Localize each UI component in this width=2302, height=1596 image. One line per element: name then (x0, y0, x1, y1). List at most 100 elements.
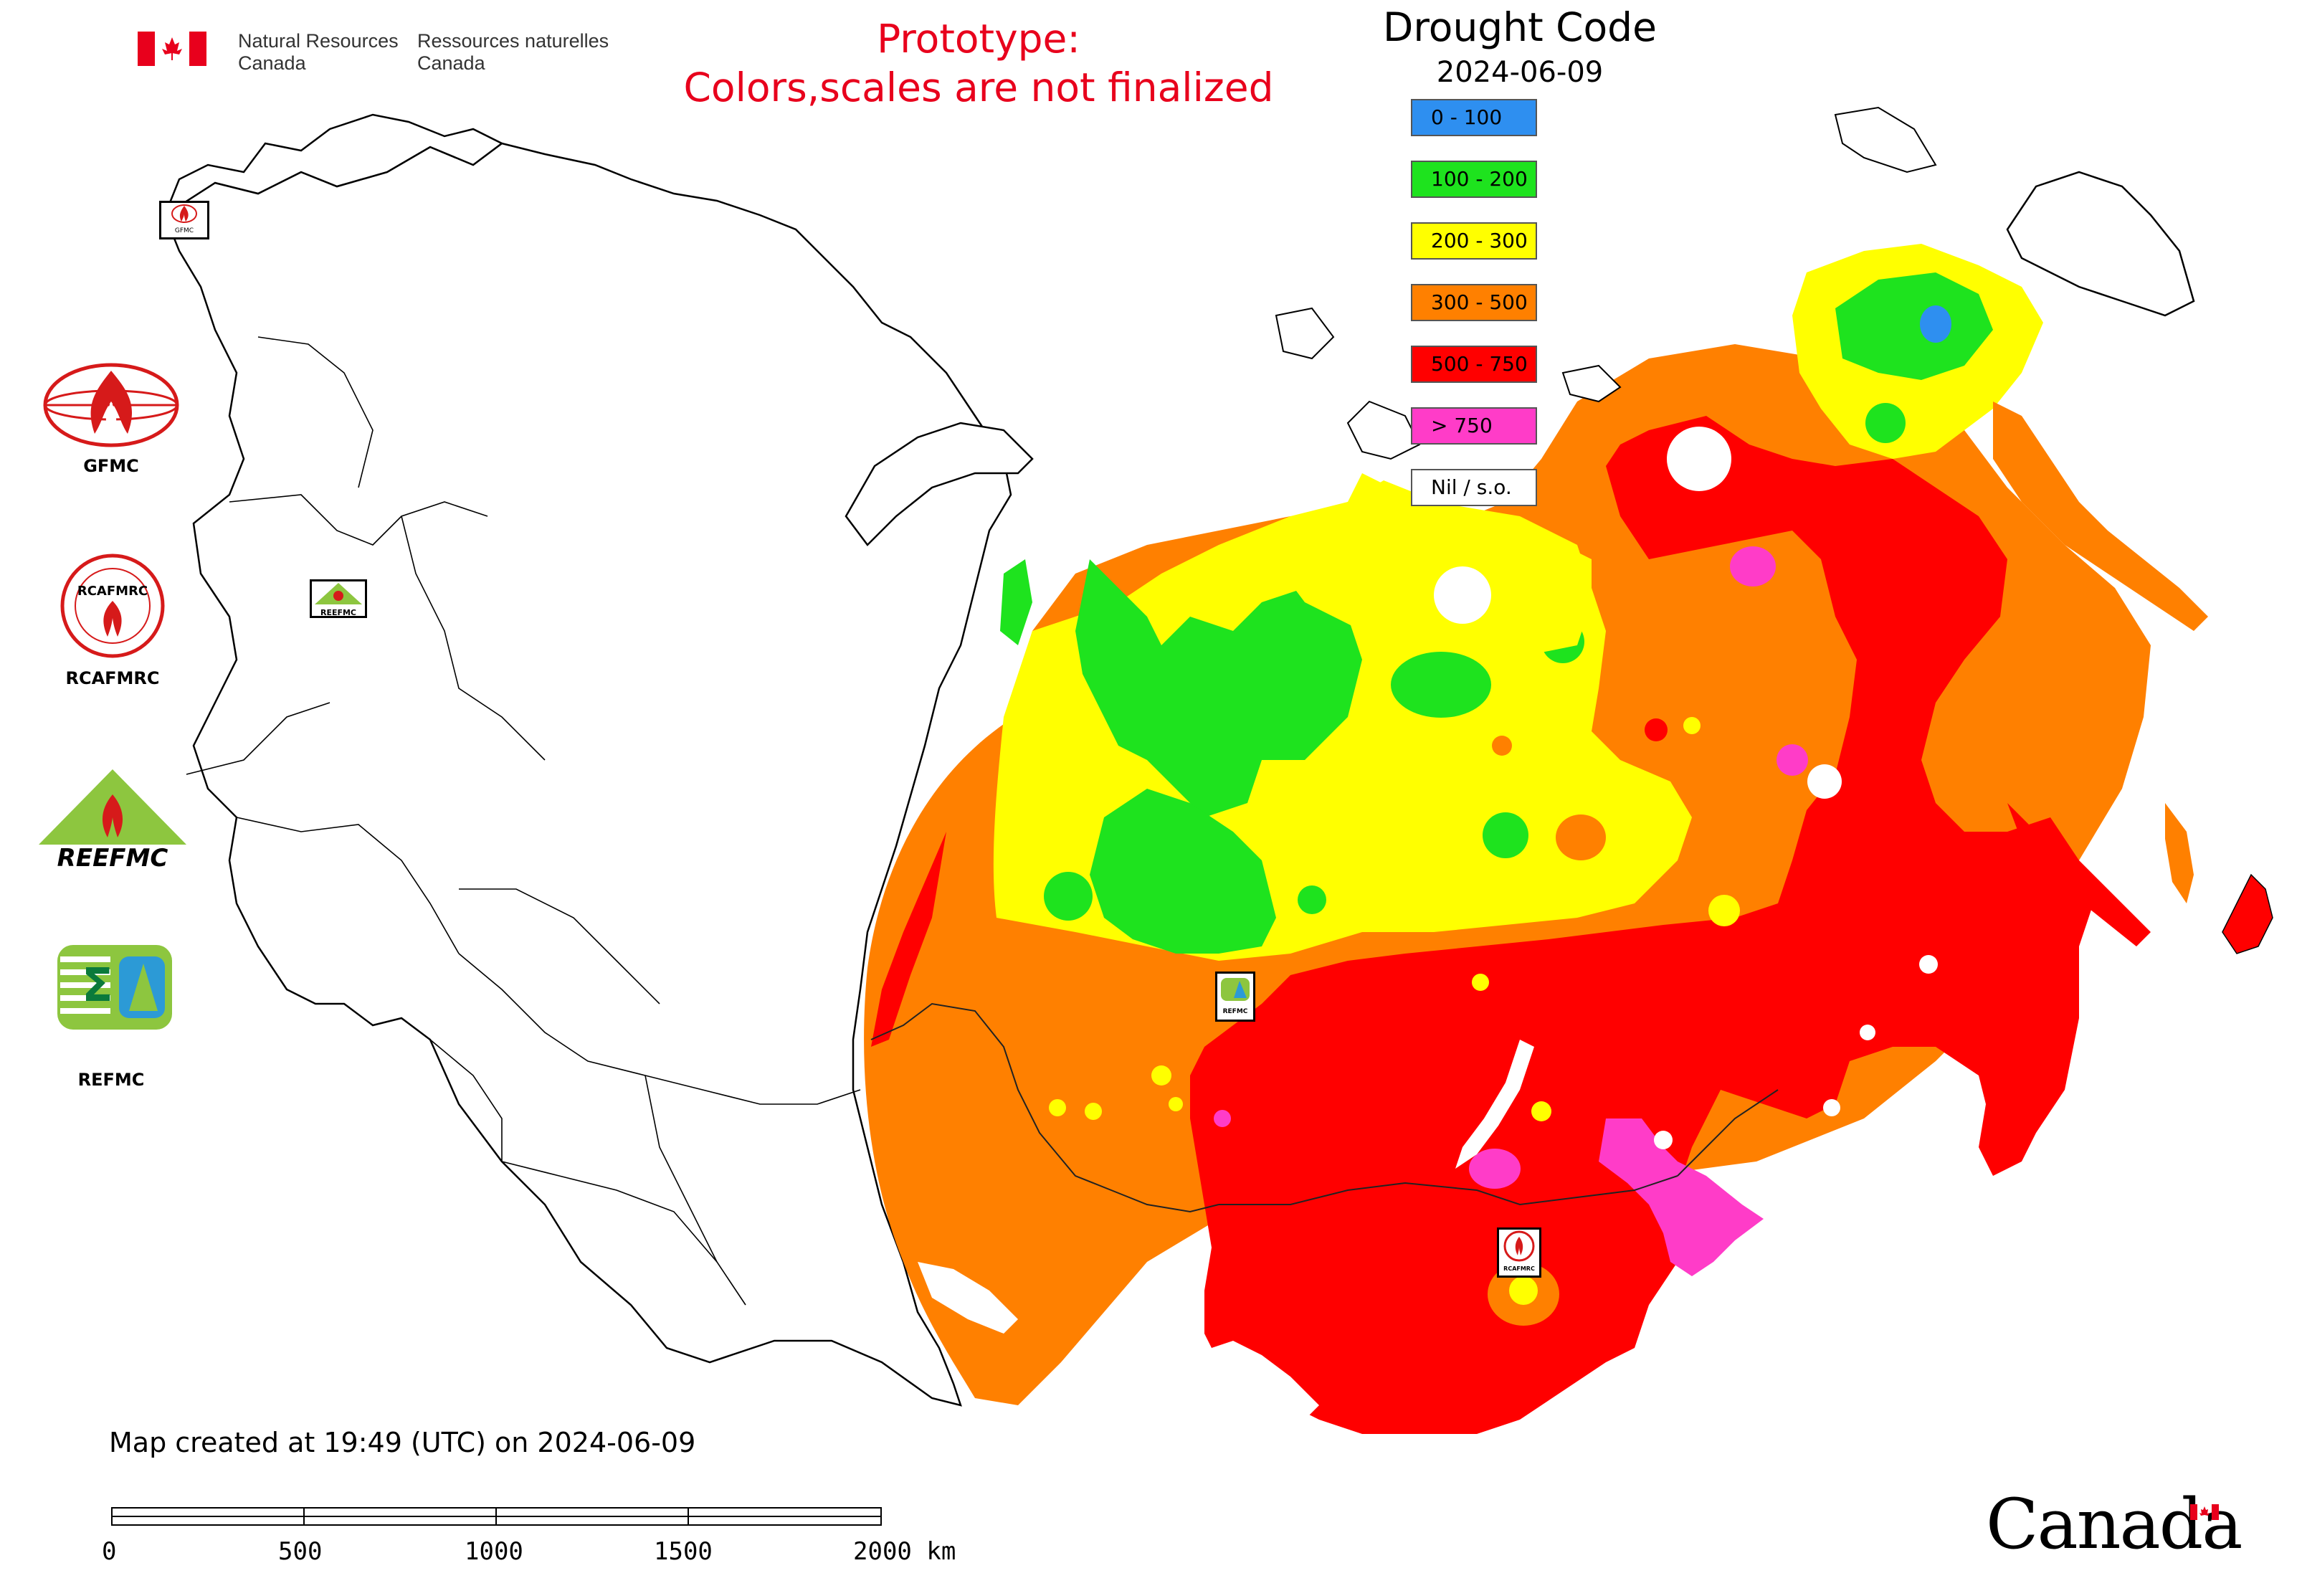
refmc-label: REFMC (77, 1070, 145, 1090)
department-name-en: Natural Resources Canada (238, 30, 399, 74)
zone-green-west (1000, 559, 1032, 645)
borders-overlay (870, 1002, 1779, 1213)
gfmc-marker[interactable]: GFMC (159, 201, 209, 239)
zone-blue-spot (1920, 305, 1951, 343)
rcafmrc-logo: RCAFMRC (59, 552, 166, 662)
zone-red-spot (1645, 718, 1668, 741)
japan-outline (2222, 873, 2273, 954)
legend-swatch: > 750 (1411, 407, 1537, 445)
zone-red-west (871, 832, 946, 1047)
zone-orange-spot (1556, 814, 1606, 860)
rcafmrc-seal-icon: RCAFMRC (60, 554, 165, 658)
department-name-fr: Ressources naturelles Canada (417, 30, 609, 74)
legend-swatch: 300 - 500 (1411, 284, 1537, 321)
refmc-sigma-icon: Σ (57, 945, 172, 1030)
reefmc-marker-label: REEFMC (320, 608, 357, 617)
zone-magenta-spot (1469, 1149, 1521, 1189)
zone-green-south (1090, 789, 1276, 954)
western-region-outline (163, 142, 1012, 1407)
zone-yellow-spot (1169, 1097, 1183, 1111)
nil-spot (2070, 1121, 2088, 1138)
legend-swatch: 500 - 750 (1411, 346, 1537, 383)
scale-tick-label: 1000 (465, 1537, 523, 1566)
scale-tick-label: 1500 (654, 1537, 713, 1566)
zone-yellow-spot (1531, 1101, 1551, 1121)
zone-yellow-spot (1472, 974, 1489, 991)
reefmc-marker-icon (315, 583, 362, 604)
svg-text:REEFMC: REEFMC (57, 844, 168, 873)
rcafmrc-label: RCAFMRC (65, 668, 160, 688)
zone-red (1190, 416, 2093, 1434)
zone-red-coast (2007, 803, 2151, 946)
zone-yellow-spot (1683, 717, 1701, 734)
legend-title: Drought Code (1383, 4, 1657, 50)
zone-yellow-spot (1708, 895, 1740, 926)
reefmc-logo: REEFMC (36, 766, 190, 876)
refmc-marker-icon (1221, 978, 1250, 1001)
arctic-islands (1275, 106, 1937, 460)
scandinavia-outline (163, 113, 504, 218)
zone-yellow-spot (1085, 1103, 1102, 1120)
zone-orange-spot (1492, 736, 1512, 756)
rcafmrc-marker-icon (1503, 1230, 1535, 1262)
zone-magenta-spot (1214, 1110, 1231, 1127)
legend-date: 2024-06-09 (1436, 56, 1604, 89)
scale-tick-label: 500 (278, 1537, 323, 1566)
canada-wordmark: Canada (1986, 1484, 2242, 1564)
alaska-outline (2006, 171, 2195, 317)
nil-spot (1807, 764, 1842, 799)
zone-magenta (1599, 1118, 1764, 1276)
gfmc-flame-icon (43, 363, 179, 447)
gfmc-marker-icon (171, 204, 197, 223)
zone-orange-sakhalin (2165, 803, 2194, 903)
zone-yellow-spot (1151, 1065, 1171, 1086)
rcafmrc-marker[interactable]: RCAFMRC (1497, 1227, 1541, 1278)
reefmc-triangle-icon: REEFMC (39, 769, 186, 873)
zone-orange-kamchatka (1993, 402, 2208, 631)
nil-spot (1860, 1025, 1875, 1040)
scale-bar (111, 1507, 882, 1526)
zone-yellow-spot (1509, 1276, 1538, 1305)
canada-wordmark-flag-icon (2190, 1504, 2219, 1520)
nil-patch (1212, 1341, 1319, 1420)
gfmc-marker-label: GFMC (174, 227, 194, 234)
lake-baikal (1455, 1040, 1534, 1169)
novaya-zemlya-outline (845, 422, 1034, 546)
svg-text:RCAFMRC: RCAFMRC (77, 584, 148, 599)
zone-green-spot (1391, 652, 1491, 718)
scale-tick-label: 2000 km (853, 1537, 956, 1566)
zone-yellow-taimyr (1262, 480, 1592, 660)
zone-magenta-spot (1777, 744, 1808, 776)
zone-green-spot (1298, 885, 1326, 914)
legend-swatch: 200 - 300 (1411, 222, 1537, 260)
nil-spot (1434, 566, 1491, 624)
legend-swatch: Nil / s.o. (1411, 469, 1537, 506)
zone-green-spot (1483, 812, 1528, 858)
reefmc-marker[interactable]: REEFMC (310, 579, 367, 618)
nil-spot (1667, 427, 1731, 491)
legend-swatch: 100 - 200 (1411, 161, 1537, 198)
rcafmrc-marker-label: RCAFMRC (1503, 1265, 1535, 1272)
refmc-marker[interactable]: REFMC (1215, 972, 1255, 1022)
nil-patch (918, 1262, 1018, 1334)
nil-spot (1823, 1099, 1840, 1116)
refmc-logo: Σ (57, 945, 172, 1032)
zone-magenta-spot (1730, 546, 1776, 586)
zone-green-yamal (1075, 559, 1362, 817)
nil-spot (1919, 955, 1938, 974)
country-borders (186, 336, 861, 1306)
zone-green-spot (1044, 872, 1093, 921)
legend-swatch: 0 - 100 (1411, 99, 1537, 136)
zone-green-spot (1865, 403, 1906, 443)
gfmc-logo (42, 362, 181, 451)
zone-yellow-spot (1049, 1099, 1066, 1116)
scale-tick-label: 0 (102, 1537, 117, 1566)
zone-green-chukotka (1835, 272, 1993, 380)
refmc-marker-label: REFMC (1222, 1008, 1248, 1015)
prototype-notice: Prototype: Colors,scales are not finaliz… (683, 16, 1274, 110)
map-created-note: Map created at 19:49 (UTC) on 2024-06-09 (109, 1427, 696, 1458)
nil-spot (1654, 1131, 1673, 1149)
canada-flag-icon (138, 32, 206, 66)
gfmc-label: GFMC (83, 456, 139, 476)
